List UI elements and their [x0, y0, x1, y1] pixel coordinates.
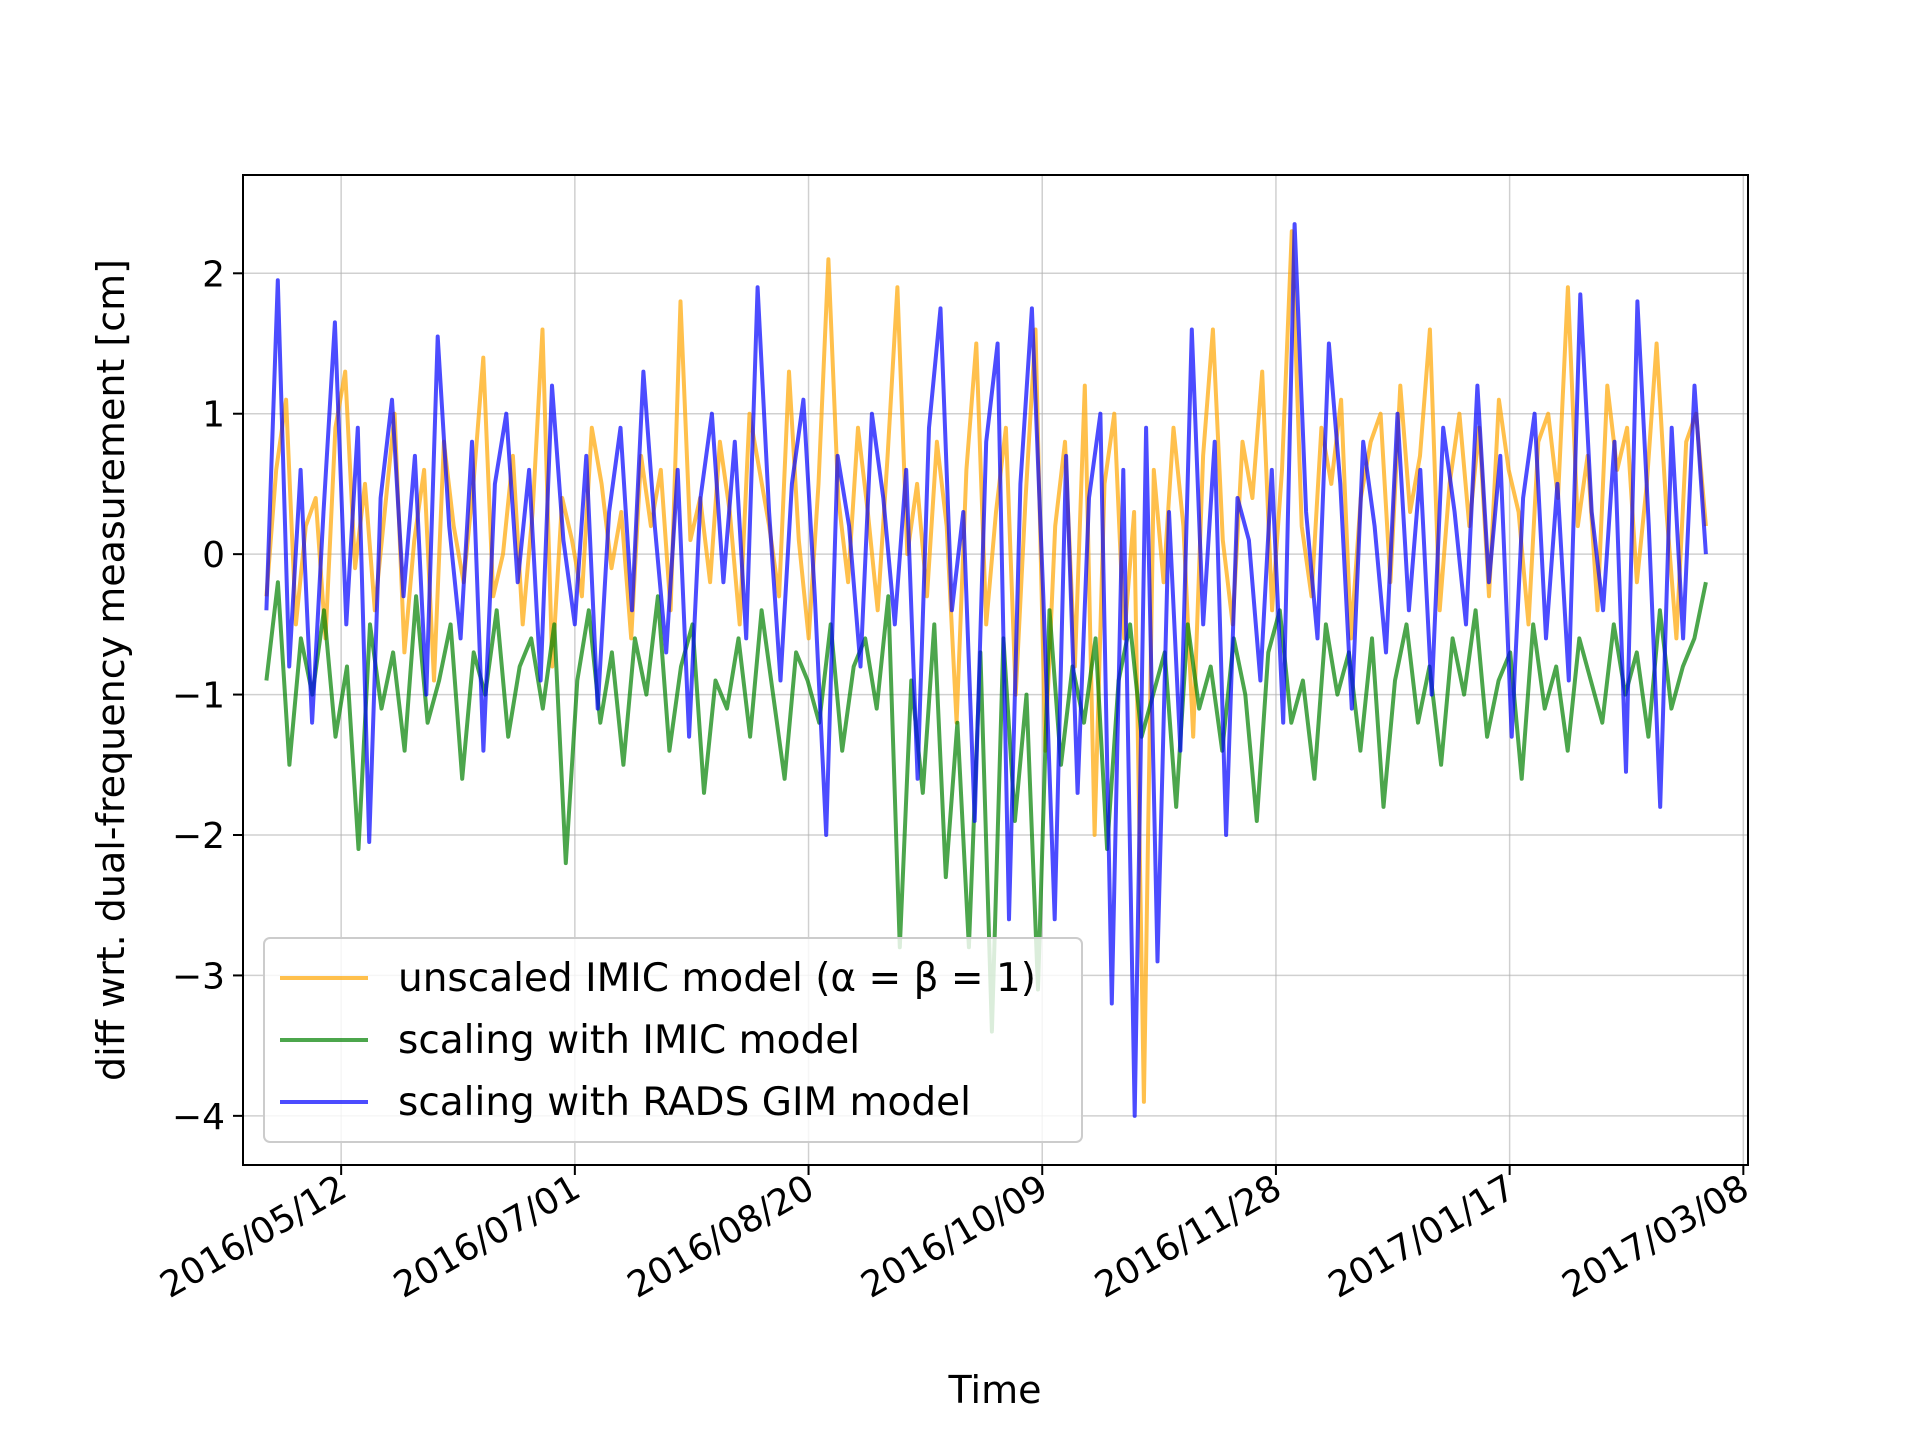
series-layer — [264, 222, 1708, 1118]
x-axis-label: Time — [948, 1368, 1042, 1412]
y-axis: 2 1 0 −1 −2 −3 −4 — [172, 254, 243, 1138]
legend-label-unscaled: unscaled IMIC model (α = β = 1) — [398, 956, 1036, 1001]
series-scaling-rads — [264, 222, 1708, 1118]
series-scaling-imic — [264, 580, 1708, 1034]
y-axis-label: diff wrt. dual-frequency measurement [cm… — [89, 259, 133, 1081]
y-tick-label: −3 — [172, 956, 225, 997]
y-tick-label: 1 — [202, 395, 225, 436]
plot-frame — [242, 174, 1749, 1166]
legend-box — [263, 937, 1083, 1143]
y-tick-label: −1 — [172, 676, 225, 717]
series-unscaled-imic — [264, 229, 1708, 1104]
y-tick-label: 2 — [202, 254, 225, 295]
y-tick-label: −2 — [172, 816, 225, 857]
y-tick-label: −4 — [172, 1097, 225, 1138]
legend-label-rads: scaling with RADS GIM model — [398, 1080, 971, 1125]
legend: unscaled IMIC model (α = β = 1) scaling … — [263, 937, 1083, 1143]
legend-label-imic: scaling with IMIC model — [398, 1018, 860, 1063]
y-tick-label: 0 — [202, 535, 225, 576]
